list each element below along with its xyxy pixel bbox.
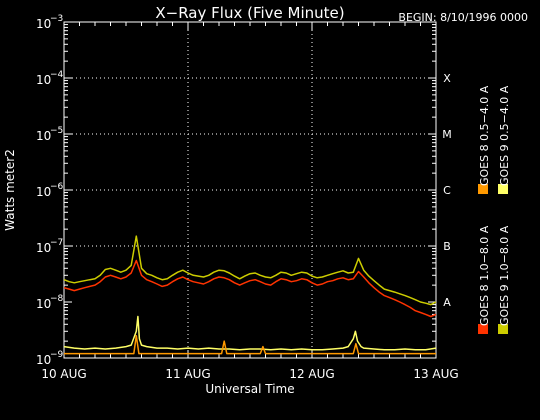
legend-item: GOES 8 1.0−8.0 A [478, 225, 491, 334]
legend: GOES 8 1.0−8.0 A GOES 8 0.5−4.0 A GOES 9 1… [478, 85, 511, 334]
grid-lines [64, 22, 436, 358]
series-line [63, 259, 437, 318]
y-tick-base: 10 [36, 17, 51, 31]
series-line [64, 334, 436, 355]
y-tick-exponent: −8 [50, 294, 64, 304]
chart-title: X−Ray Flux (Five Minute) [155, 4, 344, 22]
x-axis: 10 AUG 11 AUG 12 AUG 13 AUG [41, 22, 459, 381]
y-tick-exponent: −5 [50, 126, 63, 136]
flare-class-label: B [443, 240, 451, 253]
x-tick-label: 10 AUG [41, 367, 86, 381]
y-tick-label: 10−6 [36, 182, 64, 199]
y-tick-base: 10 [36, 129, 51, 143]
x-tick-label: 12 AUG [289, 367, 334, 381]
y-tick-label: 10−4 [36, 70, 64, 87]
legend-label: GOES 8 0.5−4.0 A [478, 85, 491, 186]
legend-swatch [498, 324, 508, 334]
x-axis-label: Universal Time [205, 382, 294, 396]
x-tick-label: 13 AUG [413, 367, 458, 381]
legend-label: GOES 8 1.0−8.0 A [478, 225, 491, 326]
y-tick-label: 10−8 [36, 294, 64, 311]
begin-label: BEGIN: 8/10/1996 0000 [398, 11, 528, 24]
y-tick-base: 10 [36, 241, 51, 255]
legend-swatch [498, 184, 508, 194]
data-series [63, 235, 437, 355]
flare-class-label: M [442, 128, 452, 141]
y-axis-label: Watts meter2 [3, 149, 17, 231]
y-tick-base: 10 [36, 73, 51, 87]
y-tick-exponent: −9 [50, 350, 64, 360]
series-line [63, 315, 437, 351]
y-tick-label: 10−7 [36, 238, 63, 255]
flare-class-label: C [443, 184, 451, 197]
y-tick-label: 10−3 [36, 14, 63, 31]
flare-class-label: A [443, 296, 451, 309]
series-line [63, 235, 437, 306]
y-axis: 10−910−810−710−610−510−410−3 [36, 14, 436, 367]
y-tick-label: 10−5 [36, 126, 63, 143]
legend-swatch [478, 184, 488, 194]
legend-label: GOES 9 0.5−4.0 A [498, 85, 511, 186]
legend-swatch [478, 324, 488, 334]
y-tick-base: 10 [36, 297, 51, 311]
flare-class-label: X [443, 72, 451, 85]
legend-item: GOES 8 0.5−4.0 A [478, 85, 491, 194]
y-tick-exponent: −4 [50, 70, 64, 80]
legend-item: GOES 9 0.5−4.0 A [498, 85, 511, 194]
y-tick-label: 10−9 [36, 350, 64, 367]
y-tick-base: 10 [36, 185, 51, 199]
flare-class-axis: A B C M X [442, 72, 452, 309]
legend-label: GOES 9 1.0−8.0 A [498, 225, 511, 326]
legend-item: GOES 9 1.0−8.0 A [498, 225, 511, 334]
y-tick-exponent: −3 [50, 14, 63, 24]
y-tick-base: 10 [36, 353, 51, 367]
y-tick-exponent: −6 [50, 182, 64, 192]
y-tick-exponent: −7 [50, 238, 63, 248]
x-tick-label: 11 AUG [165, 367, 210, 381]
